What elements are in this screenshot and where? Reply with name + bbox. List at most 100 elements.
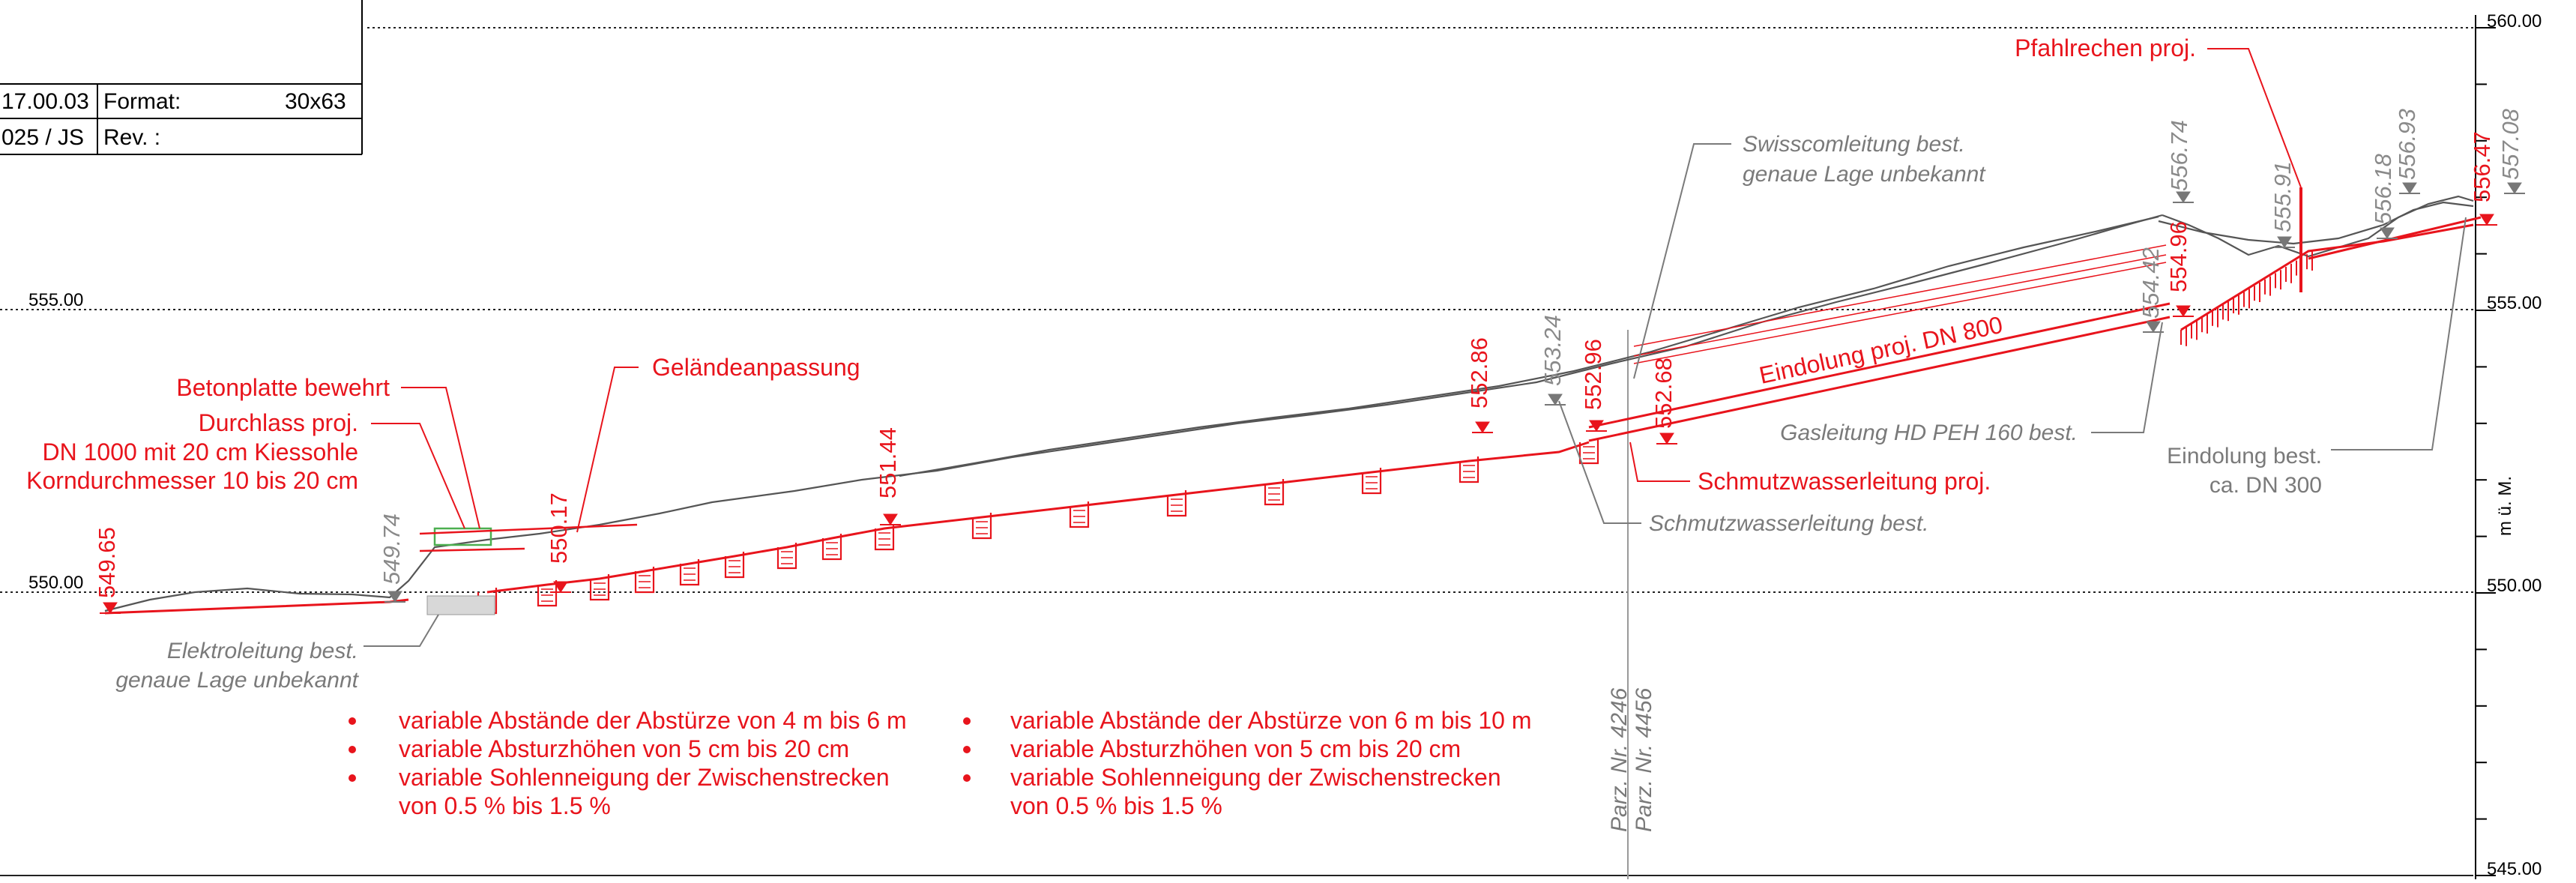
elev-label-552-68: 552.68 — [1650, 358, 1677, 429]
grey-elevation-markers — [384, 182, 2525, 603]
left-label-550: 550.00 — [28, 573, 83, 593]
label-elektro-2: genaue Lage unbekannt — [115, 668, 359, 693]
axis-label-555: 555.00 — [2487, 293, 2542, 313]
grey-elevation-marker — [2507, 182, 2522, 194]
channel-bed-stepped — [486, 441, 1590, 594]
leader-gasleitung — [2091, 322, 2163, 433]
leader-pfahlrechen — [2207, 48, 2302, 188]
axis-label-545: 545.00 — [2487, 859, 2542, 879]
leader-lines — [364, 48, 2467, 647]
drop-structure — [1361, 468, 1382, 495]
red-elevation-marker — [1475, 421, 1490, 433]
terrain-line-upper — [899, 215, 2159, 477]
leader-eindolung-best — [2331, 217, 2467, 450]
concrete-plate — [433, 527, 492, 546]
pipe-dn800-top — [1588, 302, 2171, 429]
bullet — [963, 717, 971, 725]
drop-structure — [971, 513, 992, 540]
drop-structure — [1459, 456, 1479, 483]
note-left-1: variable Abstände der Abstürze von 4 m b… — [399, 707, 907, 734]
drop-outline — [1166, 490, 1187, 517]
elev-label-556-74: 556.74 — [2166, 120, 2192, 191]
elev-label-552-86: 552.86 — [1466, 337, 1492, 409]
elev-label-549-65: 549.65 — [94, 527, 120, 598]
drop-hatch — [1366, 476, 1378, 489]
note-left-3: variable Sohlenneigung der Zwischenstrec… — [399, 764, 890, 791]
bullet — [349, 746, 356, 753]
drop-hatch — [684, 567, 696, 581]
label-durchlass-1: Durchlass proj. — [199, 409, 358, 436]
note-right-2: variable Absturzhöhen von 5 cm bis 20 cm — [1010, 735, 1461, 762]
label-gasleitung: Gasleitung HD PEH 160 best. — [1780, 421, 2078, 445]
grey-elevation-marker — [2176, 191, 2191, 203]
channel-bed — [104, 598, 409, 615]
drop-outline — [776, 543, 797, 570]
drop-structure — [1166, 490, 1187, 517]
red-elevation-labels: 549.65 550.17 551.44 552.86 552.96 552.6… — [94, 131, 2495, 598]
drop-hatch — [976, 521, 988, 534]
drop-outline — [1361, 468, 1382, 495]
drop-hatch — [594, 582, 606, 596]
red-elevation-marker — [103, 602, 118, 614]
project-channel — [104, 216, 2482, 615]
drop-outline — [1264, 479, 1285, 506]
elev-label-554-96: 554.96 — [2165, 221, 2192, 292]
drop-structure — [874, 524, 895, 551]
red-elevation-marker — [1589, 420, 1604, 432]
leader-durchlass — [371, 423, 465, 529]
existing-cable-lines — [1633, 244, 2167, 364]
drop-outline — [589, 574, 610, 601]
leader-gelaende — [576, 367, 639, 533]
note-right-3: variable Sohlenneigung der Zwischenstrec… — [1010, 764, 1501, 791]
drop-structure — [1578, 438, 1599, 465]
red-elevation-marker — [883, 513, 898, 525]
axis-unit-label: m ü. M. — [2495, 476, 2515, 536]
title-block: 17.00.03 Format: 30x63 025 / JS Rev. : — [0, 0, 363, 155]
elev-label-550-17: 550.17 — [546, 492, 572, 564]
elev-label-551-44: 551.44 — [875, 427, 901, 498]
label-eindolung-proj: Eindolung proj. DN 800 — [1757, 311, 2005, 389]
axis-label-550: 550.00 — [2487, 576, 2542, 596]
elevation-grid — [0, 27, 2473, 876]
drop-hatch — [1171, 498, 1183, 512]
label-swisscom-1: Swisscomleitung best. — [1743, 132, 1965, 157]
red-elevation-marker — [553, 581, 568, 593]
drop-outline — [679, 559, 700, 586]
drop-outline — [971, 513, 992, 540]
elev-label-552-96: 552.96 — [1580, 339, 1606, 410]
label-swisscom-2: genaue Lage unbekannt — [1743, 162, 1986, 187]
drop-structure — [634, 567, 655, 594]
red-elevation-marker — [2479, 214, 2494, 226]
label-schmutz-best: Schmutzwasserleitung best. — [1649, 511, 1929, 536]
elev-label-556-18: 556.18 — [2370, 153, 2396, 225]
elev-label-557-08: 557.08 — [2497, 108, 2524, 180]
culvert-structure — [419, 523, 638, 615]
bullet — [963, 774, 971, 782]
drop-structure — [589, 574, 610, 601]
drop-hatch — [878, 532, 890, 546]
parcel-label-4246: Parz. Nr. 4246 — [1607, 687, 1632, 832]
annotations: Betonplatte bewehrt Durchlass proj. DN 1… — [26, 34, 2322, 693]
label-elektro-1: Elektroleitung best. — [167, 639, 358, 663]
label-durchlass-3: Korndurchmesser 10 bis 20 cm — [26, 467, 358, 494]
drop-outline — [1578, 438, 1599, 465]
drop-hatch — [1463, 465, 1475, 478]
drop-hatch — [1583, 446, 1595, 459]
drop-structure — [724, 552, 745, 579]
axis-ticks — [2476, 27, 2496, 876]
axis-label-560: 560.00 — [2487, 11, 2542, 31]
drop-structure — [776, 543, 797, 570]
elevation-axis-right: 560.00 555.00 550.00 545.00 m ü. M. — [2475, 11, 2542, 879]
terrain-crest-2 — [2158, 201, 2474, 245]
label-eindolung-best-2: ca. DN 300 — [2209, 473, 2322, 498]
drop-structure — [821, 534, 842, 561]
channel-upper — [2180, 223, 2474, 331]
grey-elevation-marker — [387, 591, 402, 603]
drop-outline — [724, 552, 745, 579]
title-block-format-value: 30x63 — [285, 89, 346, 114]
left-label-555: 555.00 — [28, 290, 83, 310]
parcel-label-4456: Parz. Nr. 4456 — [1632, 687, 1656, 832]
note-right-4: von 0.5 % bis 1.5 % — [1010, 792, 1222, 819]
